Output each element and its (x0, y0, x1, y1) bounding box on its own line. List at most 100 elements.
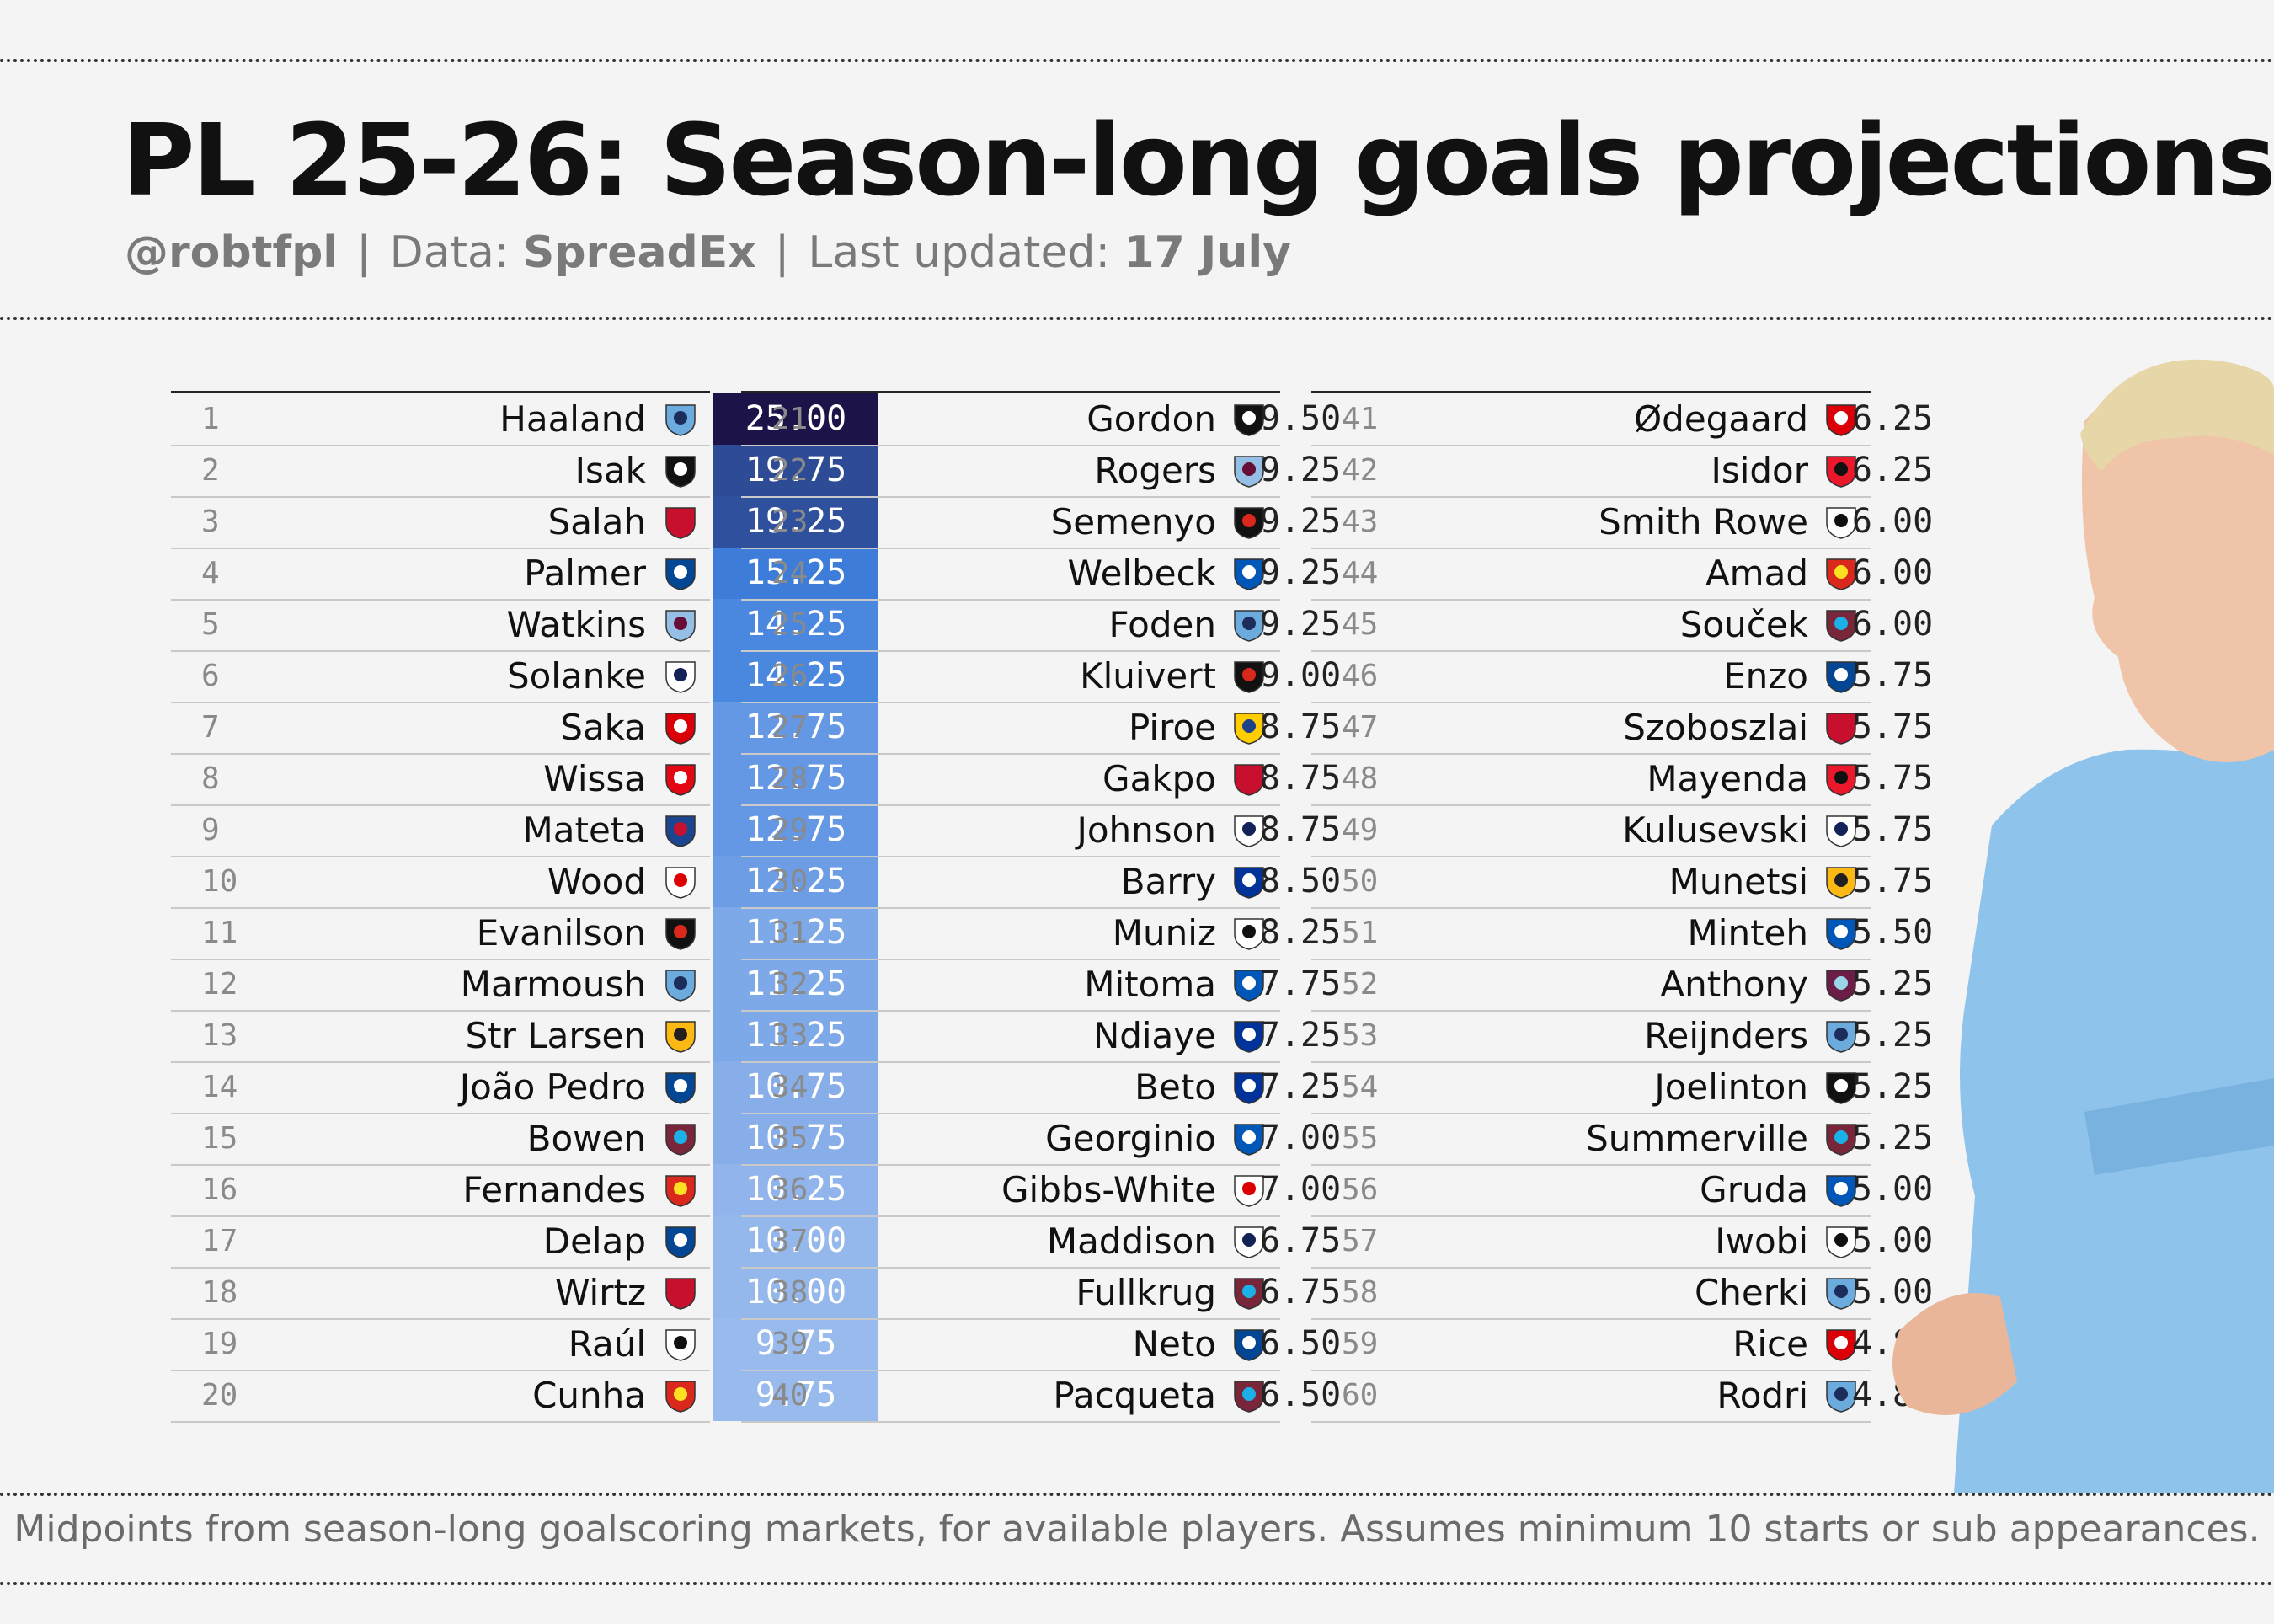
fulham-crest-icon (1826, 1226, 1856, 1258)
goals-value: 12.75 (713, 702, 878, 753)
table-row: 39 Neto 6.50 (741, 1318, 1341, 1371)
goals-value: 7.25 (1259, 1067, 1342, 1106)
player-name: Barry (1120, 861, 1216, 902)
player-name: Gakpo (1102, 758, 1216, 799)
goals-value: 9.75 (713, 1318, 878, 1370)
goals-value: 8.75 (1259, 810, 1342, 849)
everton-crest-icon (1234, 1021, 1264, 1053)
rank-label: 18 (201, 1275, 238, 1310)
goals-value: 5.25 (1851, 964, 1934, 1003)
rank-label: 58 (1342, 1275, 1379, 1310)
chelsea-crest-icon (665, 1072, 696, 1104)
player-name: Fullkrug (1076, 1272, 1216, 1313)
rank-label: 57 (1342, 1224, 1379, 1258)
table-row: 56 Gruda 5.00 (1311, 1164, 1933, 1217)
table-row: 43 Smith Rowe 6.00 (1311, 496, 1933, 549)
table-row: 7 Saka 12.75 (171, 702, 878, 755)
rank-label: 5 (201, 607, 220, 642)
table-row: 48 Mayenda 5.75 (1311, 753, 1933, 806)
goals-value: 5.00 (1851, 1273, 1934, 1311)
rank-label: 45 (1342, 607, 1379, 642)
rank-label: 12 (201, 967, 238, 1002)
rank-label: 48 (1342, 761, 1379, 796)
player-name: Neto (1132, 1323, 1216, 1365)
west-ham-crest-icon (665, 1124, 696, 1156)
table-row: 24 Welbeck 9.25 (741, 548, 1341, 601)
table-row: 53 Reijnders 5.25 (1311, 1010, 1933, 1063)
table-row: 29 Johnson 8.75 (741, 804, 1341, 857)
goals-value: 9.25 (1259, 502, 1342, 541)
data-label: Data: (389, 227, 510, 278)
brentford-crest-icon (665, 764, 696, 796)
goals-value: 9.25 (1259, 553, 1342, 592)
goals-value: 6.00 (1851, 605, 1934, 644)
wolves-crest-icon (1826, 867, 1856, 899)
rank-label: 27 (771, 710, 809, 745)
player-name: Str Larsen (465, 1015, 647, 1056)
player-name: Minteh (1687, 912, 1808, 954)
footer-dotted-rule-top (0, 1493, 2274, 1496)
goals-value: 5.25 (1851, 1067, 1934, 1106)
chelsea-crest-icon (1234, 1329, 1264, 1361)
player-name: Saka (560, 707, 646, 748)
goals-value: 9.25 (1259, 451, 1342, 489)
rank-label: 14 (201, 1070, 238, 1104)
player-name: Amad (1705, 553, 1808, 594)
rank-label: 38 (771, 1275, 809, 1310)
table-row: 44 Amad 6.00 (1311, 548, 1933, 601)
table-row: 59 Rice 4.88 (1311, 1318, 1933, 1371)
leeds-crest-icon (1234, 713, 1264, 745)
rank-label: 56 (1342, 1173, 1379, 1207)
goals-value: 9.50 (1259, 399, 1342, 438)
brighton-crest-icon (1234, 558, 1264, 590)
table-row: 27 Piroe 8.75 (741, 702, 1341, 755)
goals-value: 11.25 (713, 907, 878, 959)
chelsea-crest-icon (665, 558, 696, 590)
goals-value: 14.25 (713, 650, 878, 702)
player-name: Ødegaard (1634, 398, 1808, 440)
goals-value: 12.25 (713, 856, 878, 907)
player-name: Watkins (506, 604, 646, 645)
player-name: Enzo (1723, 655, 1808, 697)
goals-value: 8.50 (1259, 862, 1342, 900)
rank-label: 37 (771, 1224, 809, 1258)
table-row: 50 Munetsi 5.75 (1311, 856, 1933, 909)
rank-label: 26 (771, 659, 809, 693)
brighton-crest-icon (1826, 918, 1856, 950)
table-row: 47 Szoboszlai 5.75 (1311, 702, 1933, 755)
table-row: 60 Rodri 4.88 (1311, 1370, 1933, 1423)
subtitle: @robtfpl | Data: SpreadEx | Last updated: 17… (125, 227, 1291, 278)
player-shirt-band (2084, 1078, 2274, 1175)
table-row: 22 Rogers 9.25 (741, 445, 1341, 498)
rank-label: 29 (771, 813, 809, 847)
everton-crest-icon (1234, 867, 1264, 899)
goals-value: 5.75 (1851, 810, 1934, 849)
footnote: Midpoints from season-long goalscoring m… (13, 1508, 2261, 1551)
table-row: 18 Wirtz 10.00 (171, 1267, 878, 1320)
chelsea-crest-icon (1826, 661, 1856, 693)
player-name: Summerville (1586, 1118, 1808, 1159)
player-name: Souček (1679, 604, 1808, 645)
player-name: Gruda (1700, 1169, 1808, 1210)
player-name: Smith Rowe (1599, 501, 1808, 542)
player-name: Mitoma (1084, 964, 1216, 1005)
table-row: 11 Evanilson 11.25 (171, 907, 878, 960)
table-row: 1 Haaland 25.00 (171, 393, 878, 446)
goals-value: 6.75 (1259, 1221, 1342, 1260)
table-row: 40 Pacqueta 6.50 (741, 1370, 1341, 1423)
player-name: Munetsi (1668, 861, 1808, 902)
table-row: 37 Maddison 6.75 (741, 1215, 1341, 1269)
table-row: 6 Solanke 14.25 (171, 650, 878, 703)
goals-value: 6.25 (1851, 399, 1934, 438)
table-row: 31 Muniz 8.25 (741, 907, 1341, 960)
rank-label: 53 (1342, 1018, 1379, 1053)
table-row: 30 Barry 8.50 (741, 856, 1341, 909)
rank-label: 1 (201, 402, 220, 436)
goals-value: 5.25 (1851, 1016, 1934, 1055)
player-photo (1892, 359, 2274, 1493)
liverpool-liverbird-crest-icon (665, 507, 696, 539)
goals-value: 6.25 (1851, 451, 1934, 489)
table-row: 41 Ødegaard 6.25 (1311, 393, 1933, 446)
newcastle-crest-icon (1234, 404, 1264, 436)
player-name: Beto (1134, 1066, 1216, 1108)
